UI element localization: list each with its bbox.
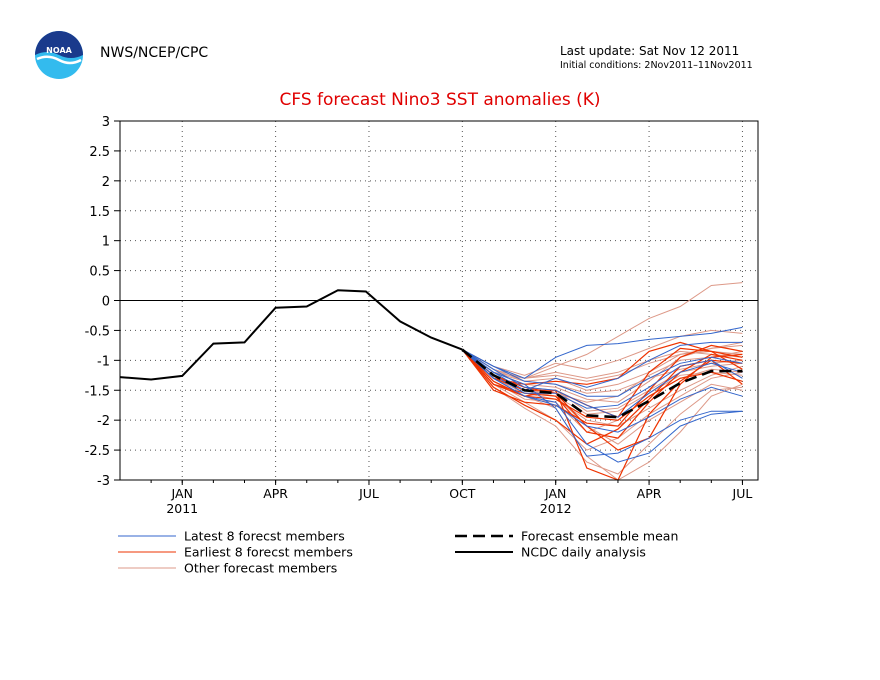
ensemble-mean-layer — [461, 348, 743, 419]
ncdc-analysis-line — [120, 289, 463, 381]
y-tick-label: -1.5 — [85, 384, 110, 399]
y-tick-label: -0.5 — [85, 324, 110, 339]
noaa-logo: NOAA — [35, 31, 83, 79]
other-member-line — [461, 349, 743, 475]
other-member-line — [462, 349, 743, 394]
y-tick-label: -3 — [97, 474, 110, 489]
y-tick-label: -2.5 — [85, 444, 110, 459]
x-tick-label: JUL — [732, 486, 753, 501]
latest-member-line — [462, 349, 743, 418]
other-member-line — [462, 329, 743, 376]
y-tick-label: 1 — [102, 235, 110, 250]
ensemble-mean-line — [461, 348, 743, 419]
y-tick-label: 3 — [102, 115, 110, 130]
other-member-line — [461, 349, 743, 445]
legend-label-other: Other forecast members — [184, 561, 337, 576]
x-tick-label: APR — [637, 486, 662, 501]
latest-members-layer — [461, 326, 743, 463]
x-tick-label: JAN — [171, 486, 193, 501]
latest-member-line — [461, 349, 743, 409]
x-tick-label: JAN — [544, 486, 566, 501]
x-tick-label: APR — [263, 486, 288, 501]
x-year-label: 2012 — [540, 501, 572, 516]
earliest-member-line — [461, 349, 743, 421]
y-tick-label: 2 — [102, 175, 110, 190]
initial-conditions-label: Initial conditions: 2Nov2011–11Nov2011 — [560, 60, 753, 71]
logo-text: NOAA — [46, 46, 72, 55]
latest-member-line — [462, 341, 743, 391]
agency-label: NWS/NCEP/CPC — [100, 45, 209, 61]
latest-member-line — [462, 349, 743, 397]
other-member-line — [461, 349, 743, 451]
y-tick-label: -2 — [97, 414, 110, 429]
observed-layer — [120, 289, 463, 381]
y-tick-label: -1 — [97, 354, 110, 369]
y-axis: 3 2.5 2 1.5 1 0.5 0 -0.5 -1 -1.5 -2 -2.5 -3 — [85, 115, 120, 489]
legend-label-mean: Forecast ensemble mean — [521, 529, 678, 544]
y-tick-label: 0.5 — [89, 265, 110, 280]
latest-member-line — [462, 326, 743, 379]
chart-title: CFS forecast Nino3 SST anomalies (K) — [279, 90, 601, 110]
legend-label-latest: Latest 8 forecst members — [184, 529, 345, 544]
latest-member-line — [461, 349, 743, 433]
earliest-member-line — [461, 349, 743, 445]
x-tick-label: OCT — [449, 486, 476, 501]
legend-label-earliest: Earliest 8 forecst members — [184, 545, 353, 560]
y-tick-label: 0 — [102, 295, 110, 310]
last-update-label: Last update: Sat Nov 12 2011 — [560, 44, 740, 58]
legend-label-analysis: NCDC daily analysis — [521, 545, 646, 560]
x-tick-label: JUL — [358, 486, 379, 501]
y-tick-label: 1.5 — [89, 205, 110, 220]
other-member-line — [461, 349, 743, 427]
y-tick-label: 2.5 — [89, 145, 110, 160]
x-year-label: 2011 — [166, 501, 198, 516]
